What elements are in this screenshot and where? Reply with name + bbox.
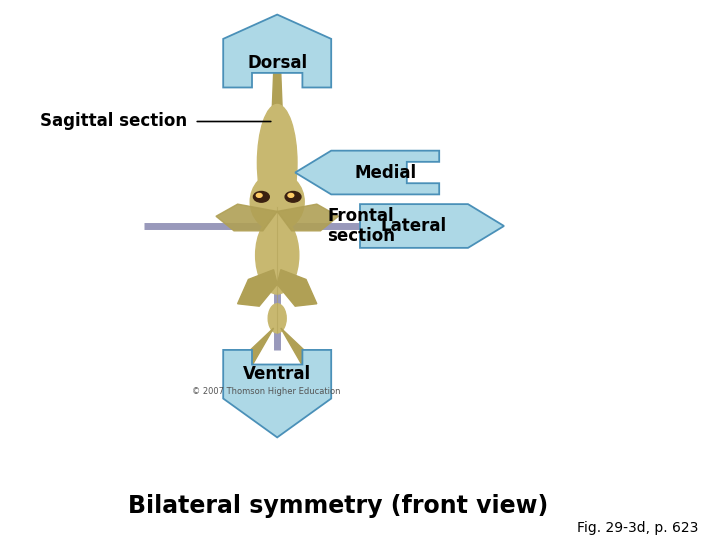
Ellipse shape: [258, 105, 297, 221]
Circle shape: [288, 193, 294, 197]
Text: Frontal
section: Frontal section: [328, 207, 395, 245]
Ellipse shape: [256, 216, 299, 294]
Text: Fig. 29-3d, p. 623: Fig. 29-3d, p. 623: [577, 521, 698, 535]
Text: Dorsal: Dorsal: [247, 54, 307, 72]
Text: Ventral: Ventral: [243, 365, 311, 383]
Polygon shape: [281, 328, 317, 372]
Text: Sagittal section: Sagittal section: [40, 112, 187, 131]
Text: © 2007 Thomson Higher Education: © 2007 Thomson Higher Education: [192, 387, 341, 396]
Ellipse shape: [251, 172, 304, 231]
Circle shape: [256, 193, 262, 197]
Polygon shape: [277, 204, 338, 231]
Text: Bilateral symmetry (front view): Bilateral symmetry (front view): [128, 495, 549, 518]
Polygon shape: [216, 204, 277, 231]
Polygon shape: [223, 350, 331, 437]
Polygon shape: [223, 15, 331, 87]
Polygon shape: [360, 204, 504, 248]
Polygon shape: [277, 269, 317, 306]
Polygon shape: [271, 56, 283, 129]
Polygon shape: [238, 269, 277, 306]
Text: Lateral: Lateral: [381, 217, 447, 235]
Ellipse shape: [268, 303, 287, 333]
Polygon shape: [238, 328, 274, 372]
Polygon shape: [295, 151, 439, 194]
Circle shape: [253, 192, 269, 202]
Text: Medial: Medial: [354, 164, 416, 181]
Circle shape: [285, 192, 301, 202]
